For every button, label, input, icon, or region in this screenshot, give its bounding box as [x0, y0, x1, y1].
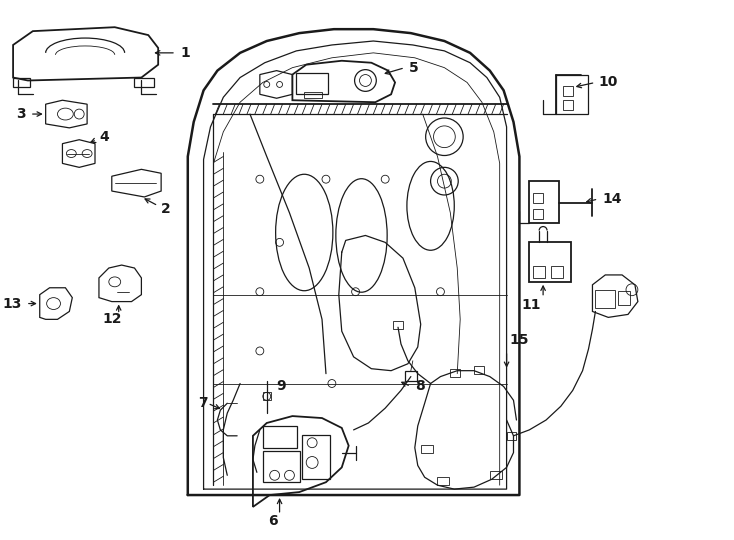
Text: 5: 5: [409, 60, 418, 75]
Text: 10: 10: [598, 76, 618, 90]
Text: 7: 7: [198, 396, 208, 410]
Text: 2: 2: [161, 202, 171, 216]
Bar: [405, 370, 417, 381]
Bar: [563, 100, 573, 110]
Bar: [474, 366, 484, 374]
Bar: [297, 72, 328, 94]
Bar: [263, 393, 271, 400]
Bar: [490, 471, 501, 479]
Text: 8: 8: [415, 380, 424, 394]
Bar: [451, 369, 460, 376]
Bar: [556, 75, 587, 114]
Text: 11: 11: [522, 298, 541, 312]
Bar: [263, 426, 297, 448]
Bar: [533, 266, 545, 278]
Bar: [533, 193, 543, 203]
Bar: [437, 477, 449, 485]
Text: 4: 4: [99, 130, 109, 144]
Bar: [305, 92, 322, 98]
Bar: [421, 445, 432, 453]
Text: 3: 3: [16, 107, 26, 121]
Bar: [533, 209, 543, 219]
Text: 9: 9: [277, 380, 286, 394]
Text: 14: 14: [603, 192, 622, 206]
Bar: [595, 290, 615, 307]
Text: 15: 15: [509, 333, 529, 347]
Text: 6: 6: [268, 514, 277, 528]
Bar: [263, 450, 300, 482]
Bar: [302, 435, 330, 479]
Text: 12: 12: [102, 312, 122, 326]
Bar: [618, 291, 630, 305]
Bar: [551, 266, 563, 278]
Bar: [529, 242, 571, 282]
Text: 1: 1: [181, 46, 191, 60]
Bar: [506, 432, 517, 440]
Bar: [563, 86, 573, 96]
Bar: [393, 321, 403, 329]
Bar: [529, 181, 559, 222]
Text: 13: 13: [3, 296, 22, 310]
